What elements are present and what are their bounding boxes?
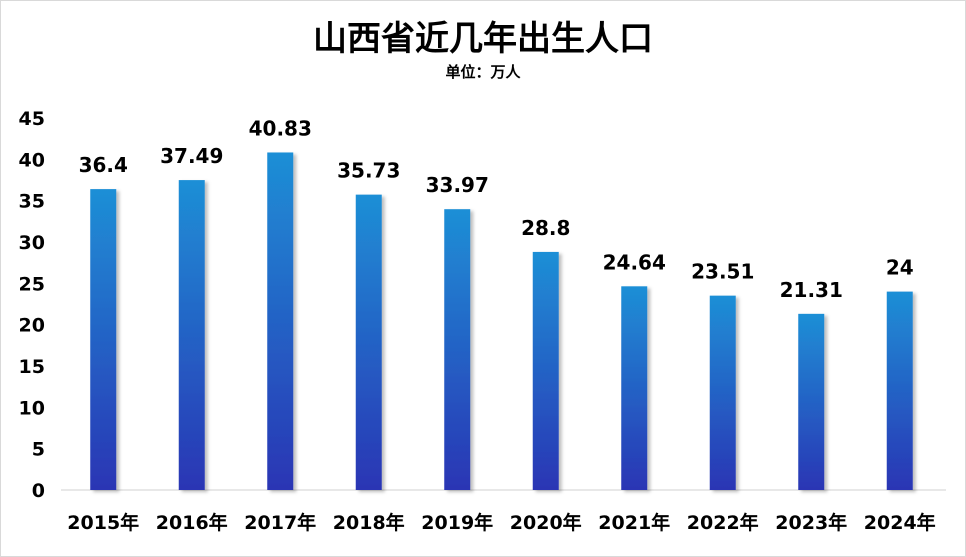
bar <box>90 189 117 491</box>
y-tick-label: 40 <box>19 149 45 171</box>
x-tick-label: 2019年 <box>421 511 493 534</box>
x-tick-label: 2016年 <box>156 511 228 534</box>
y-tick-label: 25 <box>19 273 45 295</box>
y-tick-label: 35 <box>19 191 45 213</box>
bar <box>178 180 205 490</box>
bar <box>709 295 736 490</box>
y-tick-label: 0 <box>32 480 45 502</box>
chart-title: 山西省近几年出生人口 <box>313 19 653 59</box>
bar-value-label: 24 <box>886 256 914 280</box>
x-tick-label: 2015年 <box>67 511 139 534</box>
bar <box>267 152 294 491</box>
y-tick-label: 15 <box>19 356 45 378</box>
bar <box>444 209 471 490</box>
bar-value-label: 28.8 <box>521 216 570 240</box>
y-tick-label: 45 <box>19 108 45 130</box>
x-tick-label: 2020年 <box>510 511 582 534</box>
bar <box>798 313 825 490</box>
bar <box>532 251 559 490</box>
x-tick-label: 2017年 <box>244 511 316 534</box>
bars-group <box>90 152 913 491</box>
bar-value-label: 35.73 <box>337 159 400 183</box>
x-tick-label: 2018年 <box>333 511 405 534</box>
y-tick-label: 5 <box>32 439 45 461</box>
y-tick-label: 10 <box>19 397 45 419</box>
y-axis: 0 5 10 15 20 25 30 35 40 45 <box>19 108 45 502</box>
bar-value-label: 33.97 <box>426 173 489 197</box>
bar-value-label: 40.83 <box>249 116 312 140</box>
bar <box>355 194 382 490</box>
y-tick-label: 20 <box>19 315 45 337</box>
value-labels-group: 36.4 37.49 40.83 35.73 33.97 28.8 24.64 23.51 21… <box>79 116 914 301</box>
x-axis: 2015年 2016年 2017年 2018年 2019年 2020年 2021年 2022年… <box>67 511 935 534</box>
x-tick-label: 2024年 <box>864 511 936 534</box>
x-tick-label: 2021年 <box>598 511 670 534</box>
bar-value-label: 36.4 <box>79 153 128 177</box>
bar-value-label: 37.49 <box>160 144 223 168</box>
y-tick-label: 30 <box>19 232 45 254</box>
chart-subtitle: 单位：万人 <box>445 63 521 81</box>
bar-value-label: 23.51 <box>691 260 754 284</box>
x-tick-label: 2022年 <box>687 511 759 534</box>
bar-value-label: 21.31 <box>780 278 843 302</box>
bar-value-label: 24.64 <box>603 250 666 274</box>
x-tick-label: 2023年 <box>775 511 847 534</box>
bar <box>621 286 648 490</box>
bar <box>886 291 913 490</box>
